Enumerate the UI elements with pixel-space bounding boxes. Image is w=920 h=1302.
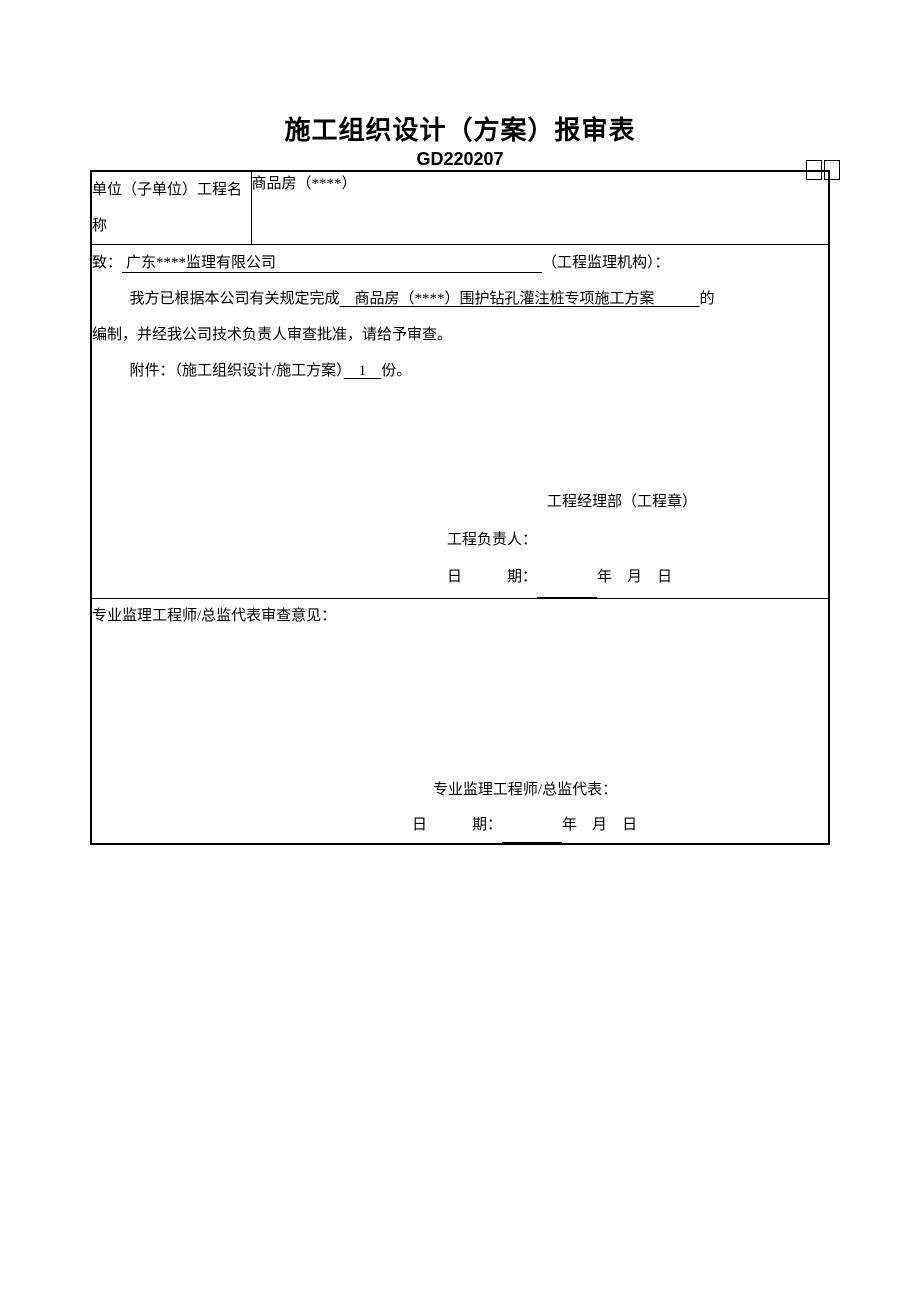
addressee-line: 致：广东****监理有限公司（工程监理机构）： [92,245,828,281]
row-project-name: 单位（子单位）工程名称 商品房（****） [91,171,829,245]
to-suffix: （工程监理机构）： [542,255,670,271]
attach-suffix: 份。 [381,363,411,379]
body-suffix: 的 [700,291,715,307]
doc-number: GD220207 [90,149,830,170]
row-supervisor-opinion: 专业监理工程师/总监代表审查意见： 专业监理工程师/总监代表： 日 期： 年 月… [91,598,829,844]
date-year: 年 [597,569,612,585]
approval-form-table: 单位（子单位）工程名称 商品房（****） 致：广东****监理有限公司（工程监… [90,170,830,845]
form-title: 施工组织设计（方案）报审表 [90,110,830,147]
date-year-blank[interactable] [537,559,597,598]
body-prefix: 我方已根据本公司有关规定完成 [130,291,340,307]
row-submission-body: 致：广东****监理有限公司（工程监理机构）： 我方已根据本公司有关规定完成 商… [91,245,829,599]
attach-prefix: 附件：（施工组织设计/施工方案） [130,363,344,379]
supervisor-signature-label: 专业监理工程师/总监代表： [92,773,828,808]
contractor-date-line: 日 期： 年 月 日 [447,559,828,598]
supervisor-company: 广东****监理有限公司 [122,254,542,273]
project-scheme-name: 商品房（****）围护钻孔灌注桩专项施工方案 [340,291,700,307]
attach-count: 1 [344,363,382,379]
body-line-2: 编制，并经我公司技术负责人审查批准，请给予审查。 [92,317,828,353]
supervisor-opinion-heading: 专业监理工程师/总监代表审查意见： [92,599,828,634]
date-label-2: 日 期： [412,817,502,833]
body-line-1: 我方已根据本公司有关规定完成 商品房（****）围护钻孔灌注桩专项施工方案 的 [92,281,828,317]
attachment-line: 附件：（施工组织设计/施工方案） 1 份。 [92,353,828,389]
dept-stamp-label: 工程经理部（工程章） [447,484,828,522]
contractor-signature-block: 工程经理部（工程章） 工程负责人： 日 期： 年 月 日 [92,484,828,598]
date-month-2: 月 [592,817,607,833]
date-day-2: 日 [622,817,637,833]
checkbox-group [806,160,840,180]
date-year-2: 年 [562,817,577,833]
supervisor-date-line: 日 期： 年 月 日 [92,808,828,844]
date-label: 日 期： [447,569,537,585]
date-month: 月 [627,569,642,585]
checkbox-2[interactable] [824,160,840,180]
project-name-label: 单位（子单位）工程名称 [91,171,251,245]
date-day: 日 [657,569,672,585]
checkbox-1[interactable] [806,160,822,180]
to-prefix: 致： [92,255,122,271]
date-year-blank-2[interactable] [502,808,562,844]
project-leader-label: 工程负责人： [447,522,828,560]
project-name-value: 商品房（****） [251,171,829,245]
